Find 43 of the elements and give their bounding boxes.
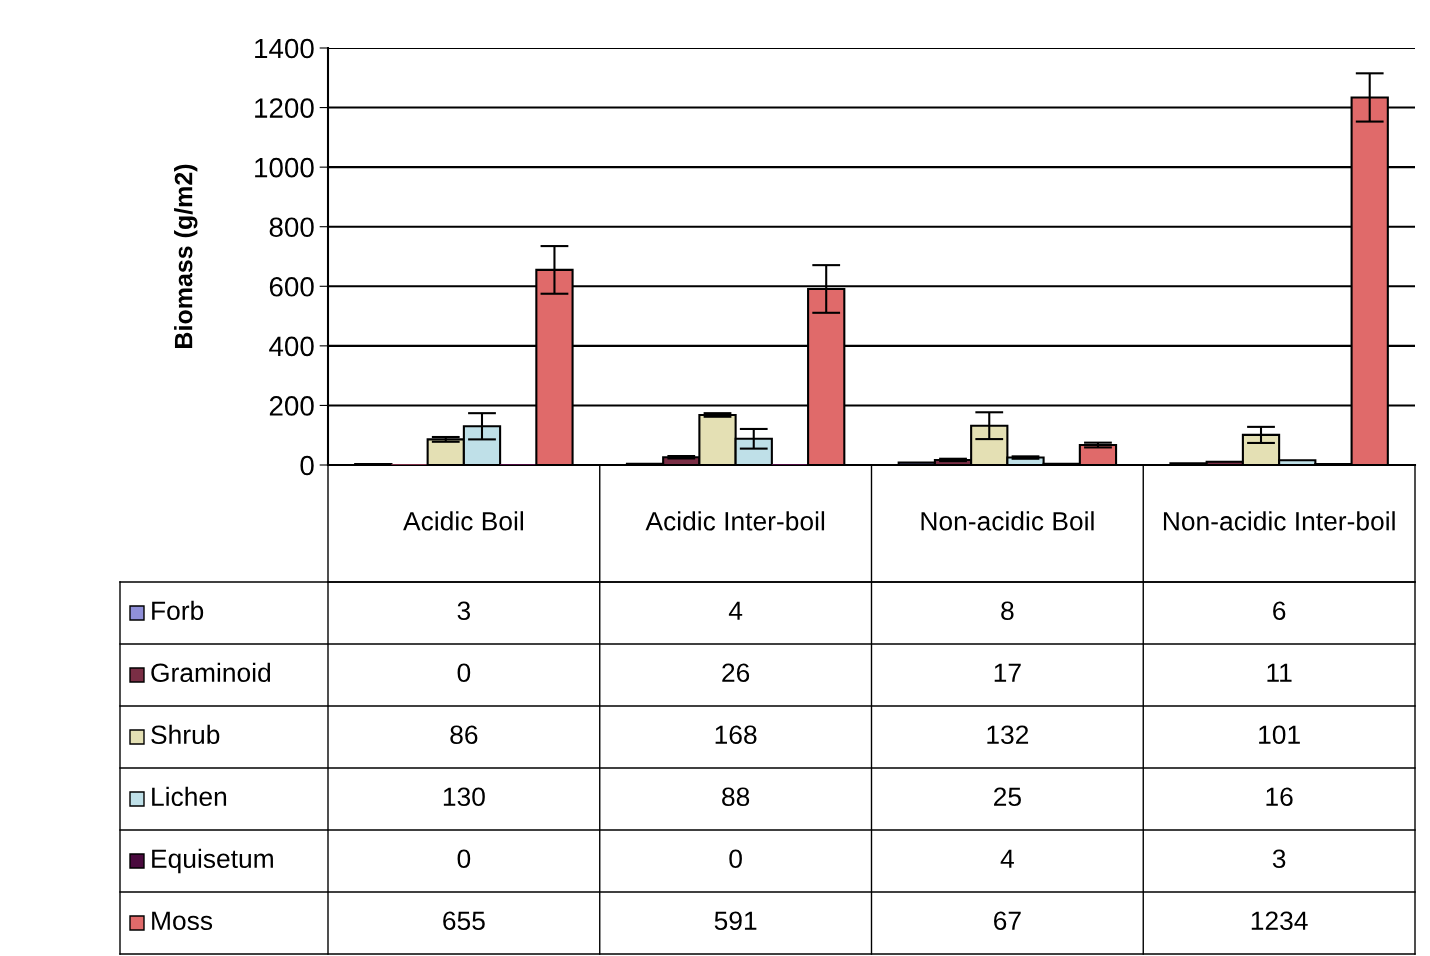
y-tick-label: 1000 [255,157,314,178]
data-label: 3 [457,601,471,621]
data-label: 1234 [1251,911,1308,931]
data-label: 132 [987,725,1029,745]
legend-label: Lichen [152,786,227,807]
data-label: 168 [715,725,757,745]
y-tick-label: 1400 [255,38,314,59]
data-label: 3 [1272,849,1286,869]
data-label: 130 [443,787,485,807]
data-label: 655 [443,911,485,931]
legend-label: Graminoid [151,662,271,683]
data-label: 101 [1259,725,1300,745]
data-label: 16 [1266,787,1293,807]
data-label: 8 [1001,601,1014,621]
x-tick-label: Acidic Inter-boil [645,511,825,531]
data-label: 4 [1000,849,1014,868]
legend-label: Moss [152,911,213,931]
data-label: 11 [1267,663,1292,682]
x-tick-label: Non-acidic Inter-boil [1163,511,1395,531]
data-label: 0 [729,849,742,869]
y-tick-label: 1200 [255,98,314,118]
legend-label: Equisetum [152,848,273,874]
data-label: 591 [714,911,757,931]
legend-label: Shrub [151,724,220,745]
data-label: 26 [722,663,750,683]
data-label: 25 [994,787,1021,807]
data-label: 86 [450,725,478,745]
data-label: 6 [1273,601,1286,621]
data-label: 17 [994,663,1021,682]
y-tick-label: 400 [269,336,314,357]
data-label: 88 [722,787,750,807]
y-tick-label: 0 [300,455,314,476]
y-tick-label: 600 [269,276,314,297]
x-tick-label: Non-acidic Boil [921,511,1094,531]
data-label: 67 [994,911,1021,931]
y-axis-title: Biomass (g/m2) [174,164,198,348]
y-tick-label: 800 [269,217,314,238]
legend-label: Forb [152,600,204,621]
data-label: 4 [728,601,743,620]
data-label: 0 [457,663,471,683]
x-tick-label: Acidic Boil [403,511,523,531]
y-tick-label: 200 [269,396,314,416]
data-label: 0 [457,849,471,869]
